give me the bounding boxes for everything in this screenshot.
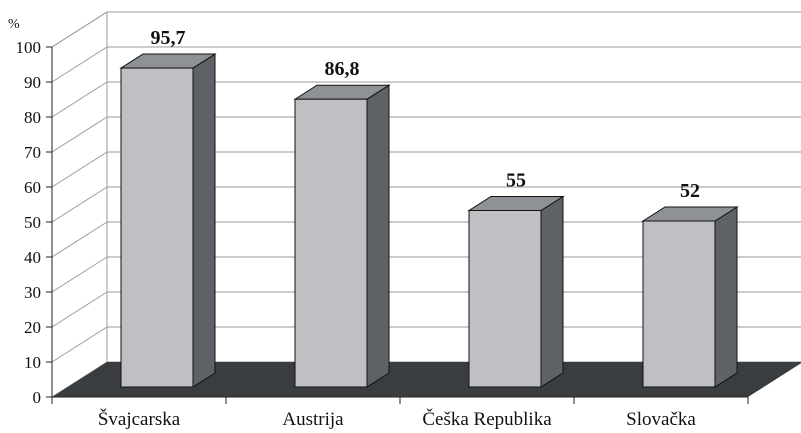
- bar-side-face: [540, 195, 564, 388]
- y-tick-label: 100: [16, 38, 42, 57]
- bars: 95,7 86,8 55 52: [119, 27, 739, 388]
- bar: [119, 53, 217, 388]
- bar-front-face: [468, 210, 542, 388]
- gridline-side: [51, 186, 108, 223]
- x-tick-label: Švajcarska: [98, 408, 181, 430]
- x-axis: Švajcarska Austrija Češka Republika Slovačk…: [51, 396, 749, 430]
- gridline-side: [51, 326, 108, 363]
- bar-value-label: 52: [680, 180, 700, 202]
- y-tick-label: 20: [24, 318, 41, 337]
- gridlines: [51, 11, 801, 398]
- x-tick-label: Češka Republika: [422, 408, 552, 430]
- gridline-side: [51, 221, 108, 258]
- bar-value-label: 86,8: [325, 58, 360, 80]
- y-tick-label: 30: [24, 283, 41, 302]
- chart-floor: [52, 362, 801, 397]
- gridline-side: [51, 116, 108, 153]
- y-tick-label: 60: [24, 178, 41, 197]
- y-tick-label: 0: [33, 388, 42, 407]
- y-tick-label: 50: [24, 213, 41, 232]
- x-tick-label: Slovačka: [626, 409, 696, 430]
- bar-front-face: [294, 98, 368, 388]
- gridline-side: [51, 81, 108, 118]
- gridline-side: [51, 46, 108, 83]
- gridline-side: [51, 256, 108, 293]
- y-axis-ticks: 0 10 20 30 40 50 60 70 80 90 100: [16, 38, 52, 407]
- bar-side-face: [714, 206, 738, 388]
- y-tick-label: 10: [24, 353, 41, 372]
- bar-value-label: 95,7: [151, 27, 186, 49]
- bar: [293, 84, 391, 388]
- y-tick-label: 90: [24, 73, 41, 92]
- gridline-side: [51, 291, 108, 328]
- bar-front-face: [642, 220, 716, 388]
- bar-side-face: [192, 53, 216, 388]
- bar-front-face: [120, 67, 194, 388]
- x-tick-label: Austrija: [282, 409, 344, 430]
- bar: [467, 195, 565, 388]
- floor-plane: [52, 362, 801, 397]
- bar: [641, 206, 739, 388]
- bar-side-face: [366, 84, 390, 388]
- y-tick-label: 70: [24, 143, 41, 162]
- y-tick-label: 80: [24, 108, 41, 127]
- wall-top-edge: [51, 11, 108, 48]
- y-axis-unit-label: %: [8, 17, 20, 32]
- y-tick-label: 40: [24, 248, 41, 267]
- bar-value-label: 55: [506, 170, 526, 192]
- gridline-side: [51, 151, 108, 188]
